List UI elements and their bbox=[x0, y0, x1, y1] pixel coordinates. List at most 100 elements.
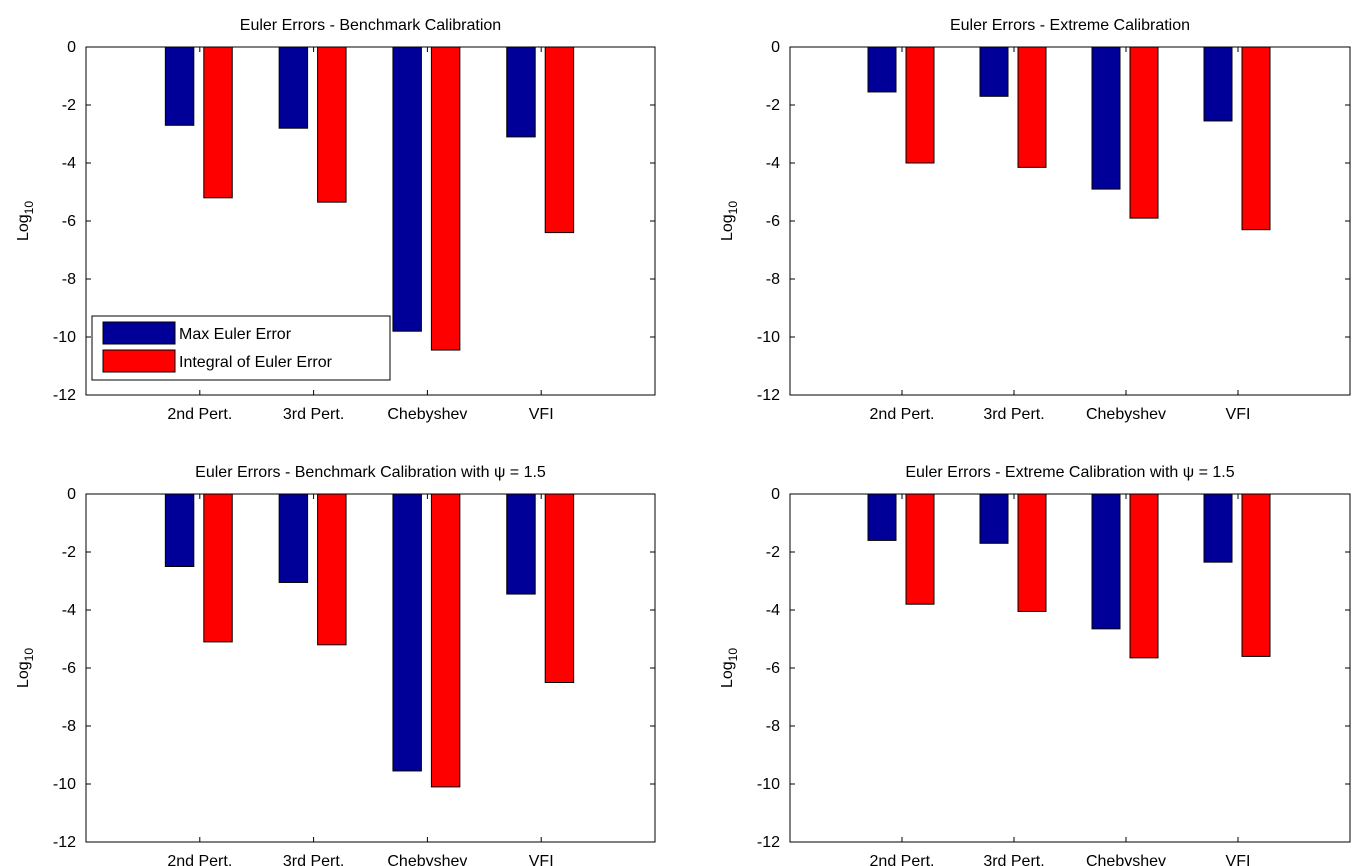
chart-panel-4: Euler Errors - Extreme Calibration with … bbox=[719, 464, 1351, 866]
x-tick-label: Chebyshev bbox=[1086, 406, 1166, 423]
bar-integral-4 bbox=[544, 493, 575, 683]
x-tick-label: 2nd Pert. bbox=[870, 406, 935, 423]
bar-integral-4 bbox=[1241, 46, 1271, 231]
x-tick-label: Chebyshev bbox=[1086, 853, 1166, 866]
y-tick-label: -2 bbox=[62, 544, 76, 561]
y-tick-label: -6 bbox=[62, 213, 76, 230]
bar-max-3 bbox=[392, 493, 422, 772]
bar-integral-2 bbox=[317, 493, 347, 646]
y-tick-label: -12 bbox=[53, 387, 76, 404]
legend-swatch-max bbox=[102, 321, 176, 345]
y-tick-label: 0 bbox=[771, 486, 780, 503]
y-tick-label: -8 bbox=[62, 718, 76, 735]
bar-max-3 bbox=[1091, 493, 1121, 630]
y-tick-label: -6 bbox=[766, 213, 780, 230]
bar-max-3 bbox=[392, 46, 422, 332]
bar-integral-3 bbox=[1129, 493, 1159, 659]
bar-max-2 bbox=[979, 493, 1009, 544]
bar-max-4 bbox=[506, 493, 536, 595]
y-tick-label: -4 bbox=[62, 155, 76, 172]
y-axis-label: Log10 bbox=[719, 201, 740, 241]
y-tick-label: 0 bbox=[67, 39, 76, 56]
y-tick-label: -4 bbox=[766, 602, 780, 619]
bar-max-1 bbox=[867, 493, 897, 541]
y-tick-label: 0 bbox=[67, 486, 76, 503]
y-tick-label: -10 bbox=[53, 776, 76, 793]
y-tick-label: -2 bbox=[62, 97, 76, 114]
legend-label: Integral of Euler Error bbox=[179, 354, 333, 371]
bar-integral-1 bbox=[905, 46, 935, 164]
legend: Max Euler Error Integral of Euler Error bbox=[91, 315, 391, 381]
legend-label: Max Euler Error bbox=[179, 326, 292, 343]
chart-panel-3: Euler Errors - Benchmark Calibration wit… bbox=[15, 464, 656, 866]
bar-max-4 bbox=[1203, 493, 1233, 563]
bar-integral-4 bbox=[544, 46, 575, 234]
chart-title: Euler Errors - Extreme Calibration with … bbox=[905, 464, 1234, 481]
x-tick-label: 3rd Pert. bbox=[983, 406, 1044, 423]
bar-integral-1 bbox=[905, 493, 935, 605]
x-tick-label: 2nd Pert. bbox=[167, 406, 232, 423]
y-tick-label: -6 bbox=[766, 660, 780, 677]
y-axis-label-base: Log bbox=[719, 661, 736, 688]
y-axis-label-subscript: 10 bbox=[726, 648, 740, 662]
x-tick-label: VFI bbox=[529, 853, 554, 866]
y-tick-label: -8 bbox=[766, 271, 780, 288]
bar-max-2 bbox=[979, 46, 1009, 97]
legend-swatch-integral bbox=[102, 349, 176, 373]
x-tick-label: 2nd Pert. bbox=[870, 853, 935, 866]
bar-integral-1 bbox=[203, 493, 233, 643]
x-tick-label: VFI bbox=[1226, 406, 1251, 423]
y-tick-label: -10 bbox=[53, 329, 76, 346]
y-tick-label: -2 bbox=[766, 97, 780, 114]
chart-title: Euler Errors - Benchmark Calibration wit… bbox=[195, 464, 546, 481]
x-tick-label: 3rd Pert. bbox=[283, 406, 344, 423]
bar-integral-1 bbox=[203, 46, 233, 199]
chart-panel-1: Euler Errors - Benchmark Calibration 0 -2 -… bbox=[15, 17, 656, 423]
y-axis-label-base: Log bbox=[15, 661, 32, 688]
bar-integral-2 bbox=[1017, 46, 1047, 168]
bar-max-1 bbox=[164, 493, 195, 567]
y-tick-label: -10 bbox=[757, 329, 780, 346]
y-axis-label-subscript: 10 bbox=[726, 201, 740, 215]
y-tick-label: -10 bbox=[757, 776, 780, 793]
y-axis-label-base: Log bbox=[15, 214, 32, 241]
bar-integral-3 bbox=[1129, 46, 1159, 219]
y-tick-label: -12 bbox=[757, 387, 780, 404]
bar-integral-3 bbox=[430, 46, 461, 351]
y-axis-label-subscript: 10 bbox=[22, 201, 36, 215]
bar-max-1 bbox=[164, 46, 195, 126]
x-tick-label: Chebyshev bbox=[387, 406, 467, 423]
y-tick-label: -4 bbox=[62, 602, 76, 619]
bar-max-4 bbox=[506, 46, 536, 138]
y-tick-label: -12 bbox=[757, 834, 780, 851]
y-tick-label: 0 bbox=[771, 39, 780, 56]
y-axis-label-subscript: 10 bbox=[22, 648, 36, 662]
y-axis-label: Log10 bbox=[15, 201, 36, 241]
chart-title: Euler Errors - Extreme Calibration bbox=[950, 17, 1190, 34]
x-tick-label: Chebyshev bbox=[387, 853, 467, 866]
y-tick-label: -2 bbox=[766, 544, 780, 561]
y-axis-label: Log10 bbox=[719, 648, 740, 688]
bar-max-2 bbox=[278, 493, 309, 583]
y-axis-label: Log10 bbox=[15, 648, 36, 688]
bar-max-1 bbox=[867, 46, 897, 93]
x-tick-label: VFI bbox=[529, 406, 554, 423]
bar-integral-2 bbox=[317, 46, 347, 203]
y-tick-label: -8 bbox=[766, 718, 780, 735]
x-tick-label: 3rd Pert. bbox=[283, 853, 344, 866]
y-tick-label: -12 bbox=[53, 834, 76, 851]
x-tick-label: 3rd Pert. bbox=[983, 853, 1044, 866]
y-tick-label: -6 bbox=[62, 660, 76, 677]
bar-max-3 bbox=[1091, 46, 1121, 190]
bar-max-4 bbox=[1203, 46, 1233, 122]
x-tick-label: 2nd Pert. bbox=[167, 853, 232, 866]
x-tick-label: VFI bbox=[1226, 853, 1251, 866]
bar-max-2 bbox=[278, 46, 309, 129]
chart-panel-2: Euler Errors - Extreme Calibration 0 -2 -4 -… bbox=[719, 17, 1351, 423]
bar-integral-2 bbox=[1017, 493, 1047, 612]
bar-integral-4 bbox=[1241, 493, 1271, 657]
chart-title: Euler Errors - Benchmark Calibration bbox=[240, 17, 501, 34]
bar-integral-3 bbox=[430, 493, 461, 788]
y-tick-label: -8 bbox=[62, 271, 76, 288]
